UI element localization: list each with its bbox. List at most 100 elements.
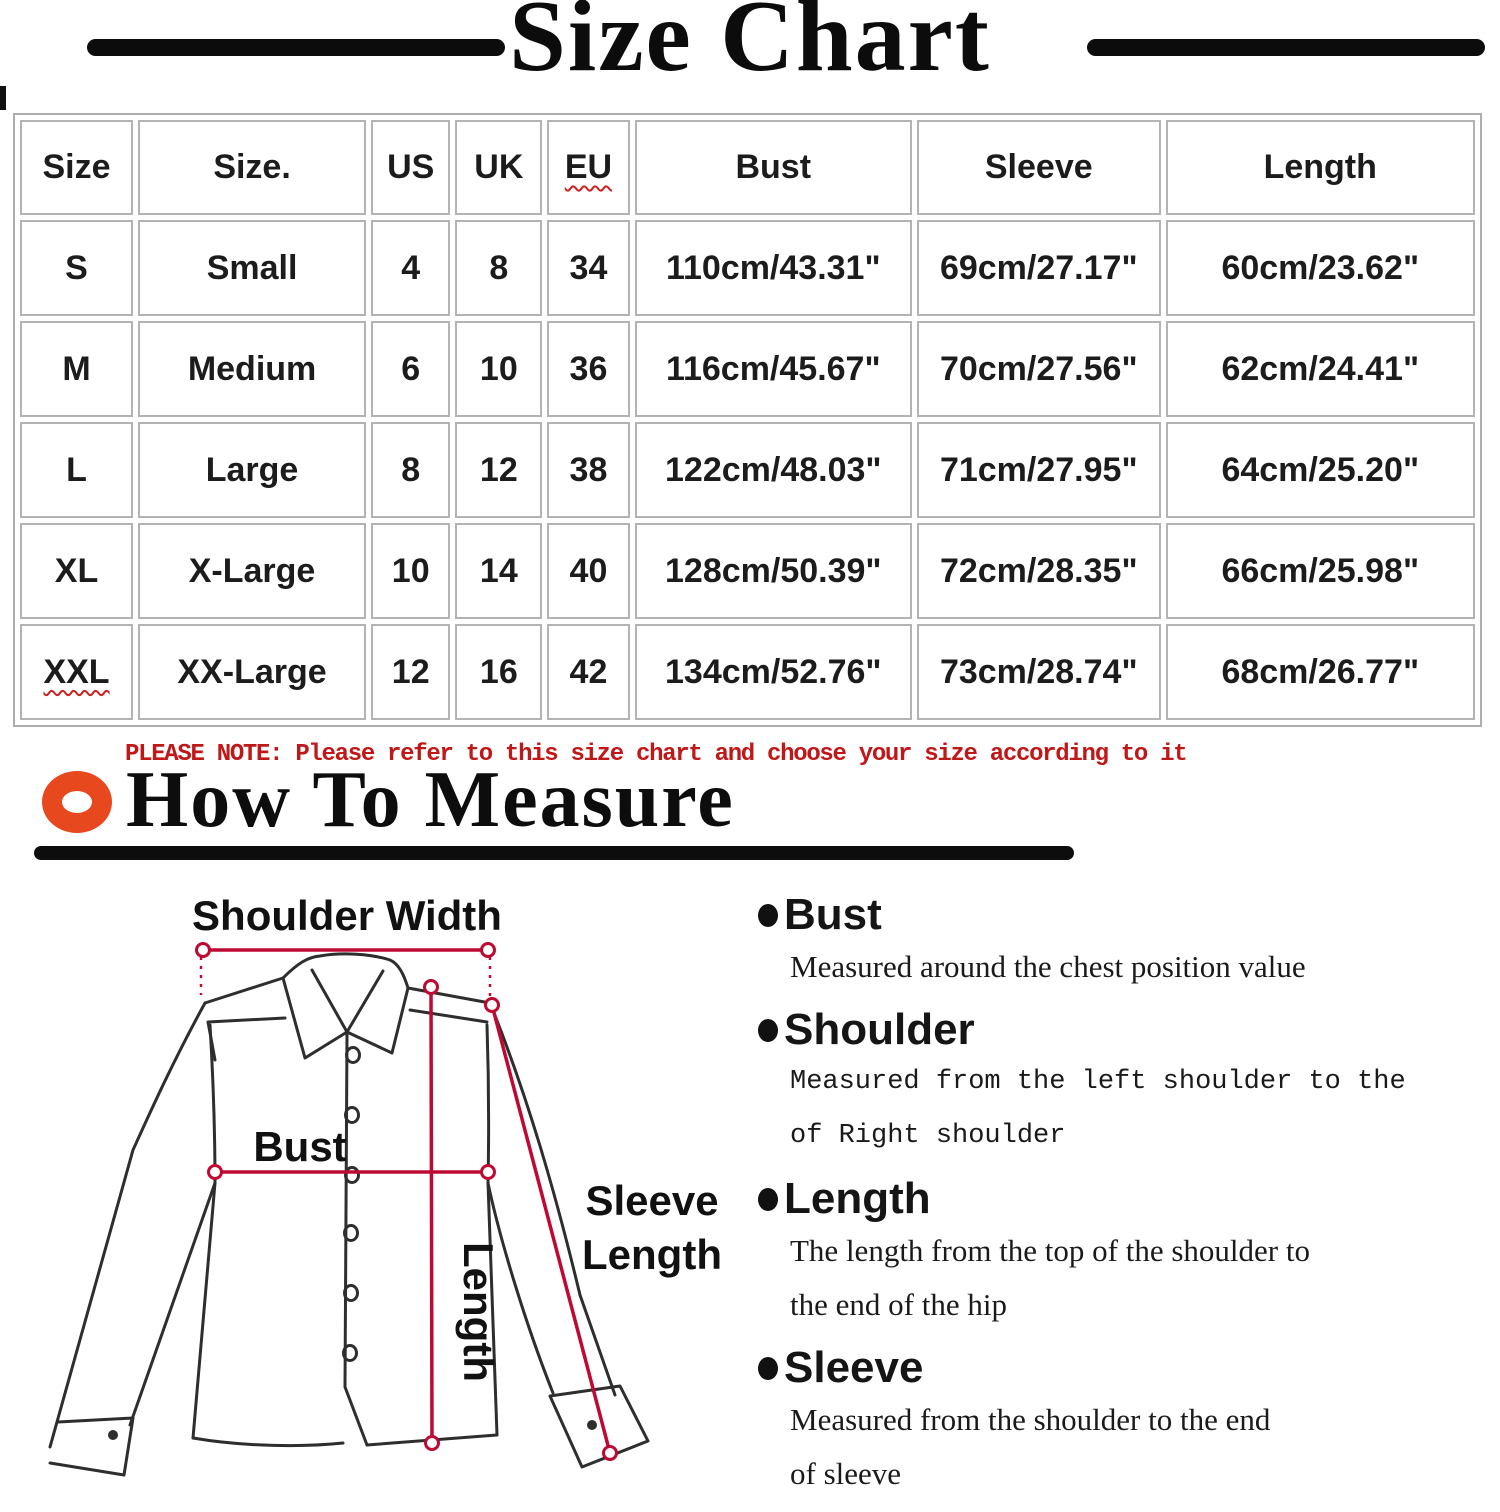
table-cell: 34 <box>547 220 630 316</box>
measure-description-line: Measured around the chest position value <box>790 949 1306 984</box>
measure-item-heading: Bust <box>758 890 1500 940</box>
size-note: PLEASE NOTE: Please refer to this size c… <box>125 741 1188 768</box>
measure-item-heading: Sleeve <box>758 1343 1500 1393</box>
column-header: Length <box>1165 120 1475 215</box>
measure-list: Bust Measured around the chest position … <box>758 890 1500 1512</box>
table-cell: 38 <box>547 422 630 518</box>
header-row: Size Size. US UK EU Bust Sleeve Length <box>20 120 1475 215</box>
table-cell: 72cm/28.35" <box>917 523 1161 619</box>
measurement-lines <box>195 942 618 1461</box>
column-header: UK <box>455 120 543 215</box>
table-cell: 8 <box>455 220 543 316</box>
page-title: Size Chart <box>509 0 991 93</box>
size-table: Size Size. US UK EU Bust Sleeve Length S Small 4 8… <box>13 113 1482 727</box>
table-cell: 10 <box>455 321 543 417</box>
table-cell: 16 <box>455 624 543 720</box>
label-sleeve-length-1: Sleeve <box>585 1177 718 1224</box>
how-to-measure-title: How To Measure <box>126 756 735 844</box>
table-row: XL X-Large 10 14 40 128cm/50.39" 72cm/28.35" 66… <box>20 523 1475 619</box>
title-rule-left <box>87 39 505 56</box>
shirt-outline <box>48 952 650 1477</box>
table-cell: 62cm/24.41" <box>1165 321 1475 417</box>
table-cell: 73cm/28.74" <box>917 624 1161 720</box>
measure-item: Length The length from the top of the sh… <box>758 1174 1500 1332</box>
table-row: M Medium 6 10 36 116cm/45.67" 70cm/27.56" 62cm/… <box>20 321 1475 417</box>
table-cell: 8 <box>371 422 451 518</box>
table-cell: 36 <box>547 321 630 417</box>
measure-description-line: Measured from the left shoulder to the <box>790 1067 1406 1097</box>
column-header: Sleeve <box>917 120 1161 215</box>
measure-item-heading: Length <box>758 1174 1500 1224</box>
table-cell: 12 <box>371 624 451 720</box>
table-cell: 68cm/26.77" <box>1165 624 1475 720</box>
table-cell: XL <box>20 523 134 619</box>
bullet-icon <box>758 1018 778 1042</box>
bullet-icon <box>758 1187 778 1211</box>
measure-description-line: the end of the hip <box>790 1287 1007 1322</box>
title-rule-right <box>1087 39 1485 56</box>
measure-item-label: Length <box>784 1174 931 1223</box>
table-cell: X-Large <box>138 523 367 619</box>
measure-description-line: of Right shoulder <box>790 1121 1066 1151</box>
table-cell: Medium <box>138 321 367 417</box>
measure-item-description: Measured from the shoulder to the end of … <box>790 1393 1500 1501</box>
measure-item-description: Measured around the chest position value <box>790 940 1500 994</box>
measure-item: Shoulder Measured from the left shoulder… <box>758 1005 1500 1163</box>
table-cell: 116cm/45.67" <box>634 321 912 417</box>
label-sleeve-length-2: Length <box>582 1231 722 1278</box>
table-cell: S <box>20 220 134 316</box>
measure-item-label: Shoulder <box>784 1005 975 1054</box>
table-row: XXL XX-Large 12 16 42 134cm/52.76" 73cm/28.74"… <box>20 624 1475 720</box>
table-cell: 4 <box>371 220 451 316</box>
table-cell: L <box>20 422 134 518</box>
table-cell: 122cm/48.03" <box>634 422 912 518</box>
measure-item-heading: Shoulder <box>758 1005 1500 1055</box>
table-cell: Large <box>138 422 367 518</box>
measure-item-description: The length from the top of the shoulder … <box>790 1224 1500 1332</box>
table-cell: 66cm/25.98" <box>1165 523 1475 619</box>
table-cell: 40 <box>547 523 630 619</box>
measure-item-label: Sleeve <box>784 1343 924 1392</box>
shirt-measure-diagram: Shoulder Width Bust Length Sleeve Length <box>48 892 722 1477</box>
column-header: US <box>371 120 451 215</box>
measure-description-line: Measured from the shoulder to the end <box>790 1402 1271 1437</box>
measure-description-line: The length from the top of the shoulder … <box>790 1233 1310 1268</box>
table-cell: 128cm/50.39" <box>634 523 912 619</box>
measure-item-description: Measured from the left shoulder to the of… <box>790 1055 1500 1163</box>
label-shoulder-width: Shoulder Width <box>192 892 502 939</box>
column-header: EU <box>547 120 630 215</box>
table-row: S Small 4 8 34 110cm/43.31" 69cm/27.17" 60cm/23… <box>20 220 1475 316</box>
table-row: L Large 8 12 38 122cm/48.03" 71cm/27.95" 64cm/2… <box>20 422 1475 518</box>
measure-item-label: Bust <box>784 890 882 939</box>
table-cell: 110cm/43.31" <box>634 220 912 316</box>
table-body: S Small 4 8 34 110cm/43.31" 69cm/27.17" 60cm/23… <box>20 220 1475 720</box>
table-cell: 12 <box>455 422 543 518</box>
table-cell: Small <box>138 220 367 316</box>
table-cell: 14 <box>455 523 543 619</box>
bullet-icon <box>758 1356 778 1380</box>
table-cell: 70cm/27.56" <box>917 321 1161 417</box>
scan-artifact <box>0 86 6 110</box>
bullseye-icon <box>42 771 112 833</box>
table-cell: M <box>20 321 134 417</box>
table-cell: 69cm/27.17" <box>917 220 1161 316</box>
table-cell: 64cm/25.20" <box>1165 422 1475 518</box>
table-cell: XXL <box>20 624 134 720</box>
measure-description-line: of sleeve <box>790 1456 902 1491</box>
table-cell: XX-Large <box>138 624 367 720</box>
column-header: Size. <box>138 120 367 215</box>
table-cell: 10 <box>371 523 451 619</box>
column-header: Bust <box>634 120 912 215</box>
table-cell: 134cm/52.76" <box>634 624 912 720</box>
table-cell: 60cm/23.62" <box>1165 220 1475 316</box>
measure-item: Sleeve Measured from the shoulder to the… <box>758 1343 1500 1501</box>
label-bust: Bust <box>253 1123 346 1170</box>
table-cell: 71cm/27.95" <box>917 422 1161 518</box>
column-header: Size <box>20 120 134 215</box>
how-to-measure-underline <box>34 846 1074 860</box>
table-cell: 6 <box>371 321 451 417</box>
table-cell: 42 <box>547 624 630 720</box>
bullet-icon <box>758 903 778 927</box>
measure-item: Bust Measured around the chest position … <box>758 890 1500 994</box>
label-length: Length <box>455 1242 502 1382</box>
